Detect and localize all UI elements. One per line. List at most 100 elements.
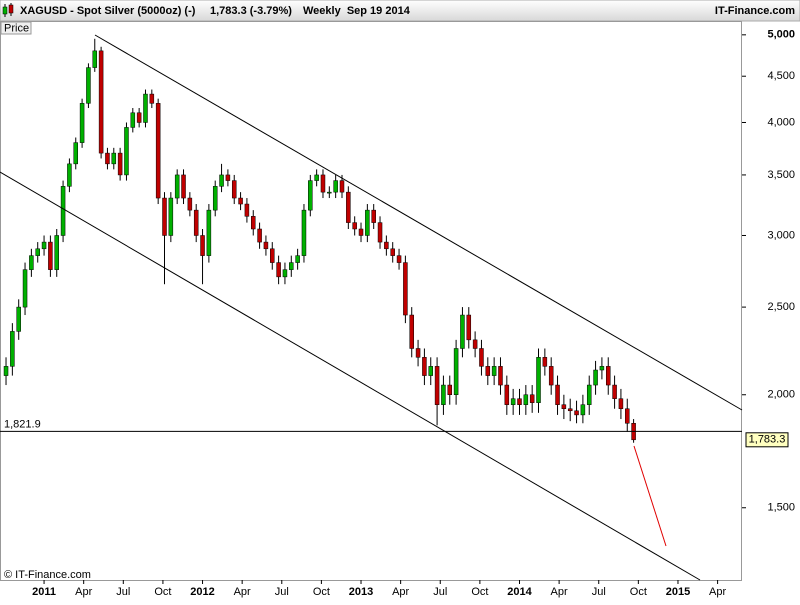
period: Weekly Sep 19 2014 [303,5,411,17]
candle-body [143,93,148,123]
candle-body [86,67,91,104]
candle-body [504,384,510,405]
candle-body [371,209,376,223]
channel-lower [0,171,701,581]
level-label: 1,821.9 [4,418,41,430]
x-tick-label: 2011 [32,586,56,598]
candle-body [618,398,624,409]
candle-body [244,203,250,217]
candle-body [289,262,294,270]
last-price-box [745,432,789,448]
candle-body [98,50,104,154]
candle-body [453,348,459,396]
candle-body [491,366,497,376]
x-tick-label: Apr [709,586,726,598]
candle-body [149,93,155,104]
y-axis-label: Price [4,22,29,34]
x-tick-label: Apr [392,586,409,598]
candle-body [117,152,123,176]
candle-body [599,366,605,371]
copyright: © IT-Finance.com [4,569,91,581]
candle-body [358,228,364,236]
candle-body [593,369,598,386]
x-tick-label: 2014 [507,586,532,598]
arrow-line [633,445,667,547]
candle-body [301,209,307,256]
channel-upper [94,34,743,411]
candle-body [212,186,218,211]
x-tick-label: Apr [75,586,92,598]
plot-frame [0,21,742,581]
candle-body [523,394,529,405]
candle-body [10,331,15,367]
x-tick-label: Jul [433,586,447,598]
candle-body [320,174,326,193]
candle-body [136,112,142,123]
candle-body [346,191,351,223]
candle-body [187,197,193,211]
candle-body [548,366,554,386]
candle-body [612,384,617,399]
candle-body [567,408,573,412]
y-tick-label: 2,000 [767,389,795,401]
quote: 1,783.3 (-3.79%) [210,5,292,17]
candle-body [41,241,47,250]
y-tick-label: 2,500 [767,301,795,313]
candle-body [250,216,256,230]
title: XAGUSD - Spot Silver (5000oz) (-) [20,5,196,17]
candle-body [510,398,516,405]
candle-body [181,174,186,199]
x-tick-label: Jul [592,586,606,598]
candle-body [48,241,53,270]
candle-body [16,306,21,332]
candle-body [396,255,402,263]
candle-body [409,314,414,349]
y-tick-label: 1,500 [767,502,795,514]
candle-body [257,228,262,243]
x-tick-label: Jul [275,586,289,598]
y-tick-label: 4,000 [767,116,795,128]
candle-body [365,209,370,236]
x-tick-label: Apr [234,586,251,598]
x-tick-label: 2012 [190,586,214,598]
candle-body [79,103,85,143]
candle-body [333,180,338,193]
candle-body [434,366,440,405]
y-tick-label: 4,500 [767,70,795,82]
source: IT-Finance.com [715,5,795,17]
candle-body [574,410,579,416]
candle-body [314,174,319,181]
marks [3,38,636,443]
y-tick-label: 3,500 [767,169,795,181]
candle-body [29,255,34,270]
candle-body [605,366,611,386]
candle-body [111,152,117,165]
candle-body [517,398,522,405]
candle-body [282,269,288,278]
candle-body [105,152,110,165]
candle-body [466,314,472,341]
x-tick-label: Oct [313,586,330,598]
candle-body [22,269,28,308]
candle-body [460,314,465,349]
x-tick-label: 2013 [349,586,373,598]
candle-body [130,112,136,128]
candle-body [447,384,453,396]
candle-body [542,357,548,367]
candle-body [263,241,269,250]
candle-body [479,348,484,367]
candle-body [586,384,592,405]
candle-body [441,384,446,405]
x-tick-label: Oct [630,586,647,598]
candle-body [3,366,9,376]
candle-body [561,404,567,409]
candle-body [536,357,541,403]
candle-body [580,404,586,416]
candle-body [428,366,433,376]
candle-body [168,197,174,236]
candle-body [162,197,167,236]
candle-body [193,209,199,236]
y-label-box [0,21,32,35]
candle-body [238,197,243,205]
